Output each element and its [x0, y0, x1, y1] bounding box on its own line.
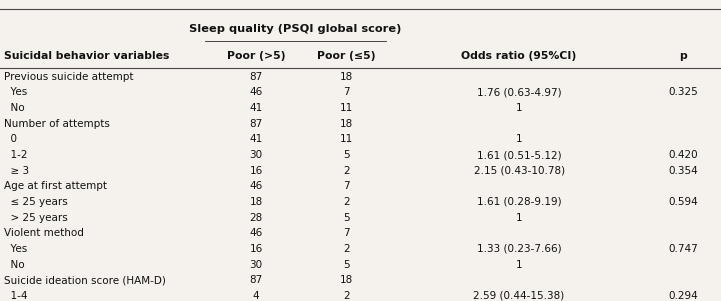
Text: 18: 18 — [249, 197, 262, 207]
Text: 87: 87 — [249, 119, 262, 129]
Text: 1-2: 1-2 — [4, 150, 27, 160]
Text: 2: 2 — [342, 244, 350, 254]
Text: 7: 7 — [342, 181, 350, 191]
Text: 46: 46 — [249, 228, 262, 238]
Text: Poor (≤5): Poor (≤5) — [317, 51, 376, 61]
Text: 7: 7 — [342, 87, 350, 98]
Text: 1: 1 — [516, 134, 523, 144]
Text: 16: 16 — [249, 244, 262, 254]
Text: 0: 0 — [4, 134, 17, 144]
Text: 18: 18 — [340, 119, 353, 129]
Text: 1: 1 — [516, 103, 523, 113]
Text: 28: 28 — [249, 213, 262, 223]
Text: 30: 30 — [249, 259, 262, 270]
Text: ≥ 3: ≥ 3 — [4, 166, 29, 176]
Text: 87: 87 — [249, 275, 262, 285]
Text: 0.354: 0.354 — [668, 166, 698, 176]
Text: 1.61 (0.51-5.12): 1.61 (0.51-5.12) — [477, 150, 562, 160]
Text: 11: 11 — [340, 103, 353, 113]
Text: 1.61 (0.28-9.19): 1.61 (0.28-9.19) — [477, 197, 562, 207]
Text: 0.594: 0.594 — [668, 197, 698, 207]
Text: 5: 5 — [342, 213, 350, 223]
Text: 2: 2 — [342, 291, 350, 301]
Text: No: No — [4, 259, 25, 270]
Text: Violent method: Violent method — [4, 228, 84, 238]
Text: 1: 1 — [516, 259, 523, 270]
Text: 0.420: 0.420 — [668, 150, 698, 160]
Text: 7: 7 — [342, 228, 350, 238]
Text: 0.325: 0.325 — [668, 87, 698, 98]
Text: Odds ratio (95%CI): Odds ratio (95%CI) — [461, 51, 577, 61]
Text: Age at first attempt: Age at first attempt — [4, 181, 107, 191]
Text: 1-4: 1-4 — [4, 291, 27, 301]
Text: Number of attempts: Number of attempts — [4, 119, 110, 129]
Text: 1: 1 — [516, 213, 523, 223]
Text: 5: 5 — [342, 259, 350, 270]
Text: 2: 2 — [342, 166, 350, 176]
Text: p: p — [679, 51, 687, 61]
Text: Previous suicide attempt: Previous suicide attempt — [4, 72, 133, 82]
Text: 5: 5 — [342, 150, 350, 160]
Text: 41: 41 — [249, 134, 262, 144]
Text: 18: 18 — [340, 275, 353, 285]
Text: 0.747: 0.747 — [668, 244, 698, 254]
Text: 2.15 (0.43-10.78): 2.15 (0.43-10.78) — [474, 166, 565, 176]
Text: 1.76 (0.63-4.97): 1.76 (0.63-4.97) — [477, 87, 562, 98]
Text: Yes: Yes — [4, 244, 27, 254]
Text: 30: 30 — [249, 150, 262, 160]
Text: 2.59 (0.44-15.38): 2.59 (0.44-15.38) — [474, 291, 565, 301]
Text: > 25 years: > 25 years — [4, 213, 67, 223]
Text: Sleep quality (PSQI global score): Sleep quality (PSQI global score) — [190, 23, 402, 34]
Text: 46: 46 — [249, 181, 262, 191]
Text: 46: 46 — [249, 87, 262, 98]
Text: Suicidal behavior variables: Suicidal behavior variables — [4, 51, 169, 61]
Text: Suicide ideation score (HAM-D): Suicide ideation score (HAM-D) — [4, 275, 166, 285]
Text: ≤ 25 years: ≤ 25 years — [4, 197, 67, 207]
Text: 11: 11 — [340, 134, 353, 144]
Text: 41: 41 — [249, 103, 262, 113]
Text: 87: 87 — [249, 72, 262, 82]
Text: Yes: Yes — [4, 87, 27, 98]
Text: 1.33 (0.23-7.66): 1.33 (0.23-7.66) — [477, 244, 562, 254]
Text: No: No — [4, 103, 25, 113]
Text: 18: 18 — [340, 72, 353, 82]
Text: 0.294: 0.294 — [668, 291, 698, 301]
Text: 16: 16 — [249, 166, 262, 176]
Text: Poor (>5): Poor (>5) — [226, 51, 286, 61]
Text: 2: 2 — [342, 197, 350, 207]
Text: 4: 4 — [252, 291, 260, 301]
